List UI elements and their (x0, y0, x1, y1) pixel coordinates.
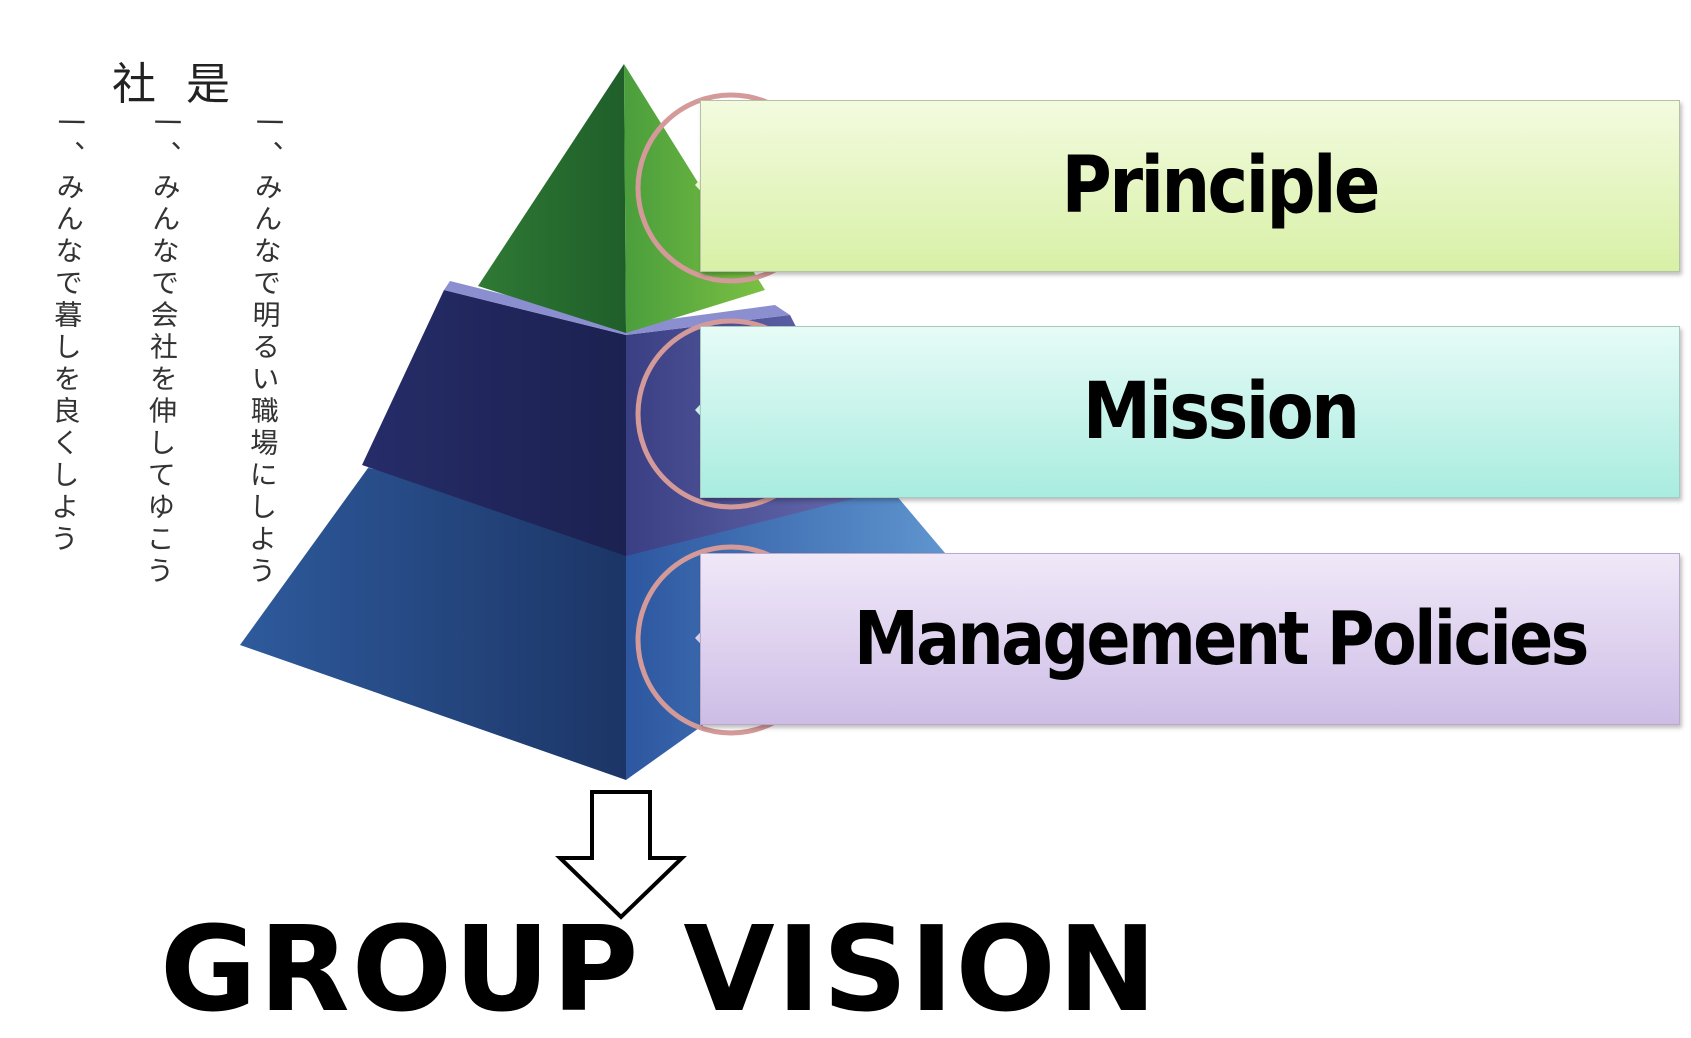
band-management-policies: Management Policies (700, 553, 1680, 725)
calligraphy-line-2: 一、みんなで会社を伸してゆこう (141, 107, 184, 589)
label-management-policies: Management Policies (853, 596, 1589, 682)
band-principle: Principle (700, 100, 1680, 272)
pyramid-tier-middle-rim (444, 281, 790, 335)
pyramid-tier-middle-left (362, 290, 626, 556)
down-arrow-icon (555, 790, 687, 920)
calligraphy-title: 社是 (112, 59, 260, 110)
group-vision-title: GROUP VISION (160, 900, 1159, 1038)
pyramid-tier-top-left (478, 64, 626, 333)
label-mission: Mission (1082, 367, 1360, 457)
pyramid-tier-bottom-left (240, 468, 626, 780)
calligraphy-line-1: 一、みんなで暮しを良くしよう (46, 107, 87, 557)
band-mission: Mission (700, 326, 1680, 498)
calligraphy-line-3: 一、みんなで明るい職場にしよう (243, 107, 286, 589)
label-principle: Principle (1061, 141, 1381, 231)
